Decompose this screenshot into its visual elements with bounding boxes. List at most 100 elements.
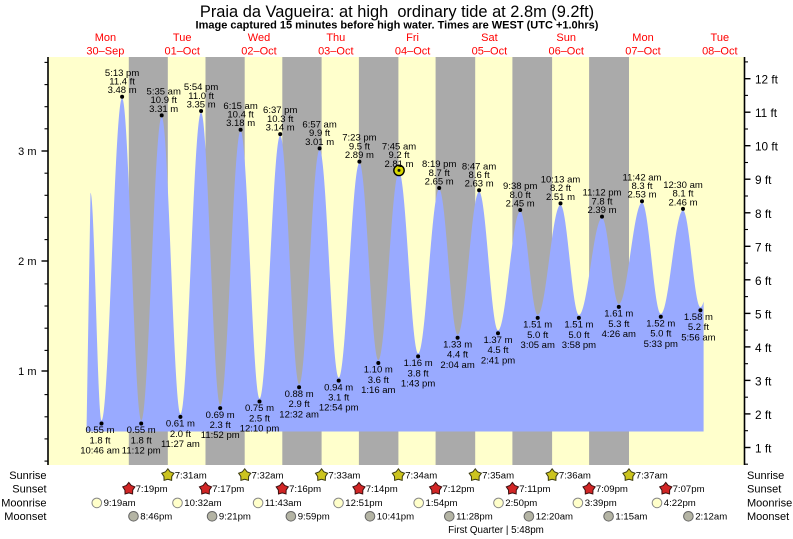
svg-text:11:12 pm: 11:12 pm bbox=[122, 446, 161, 457]
svg-text:08–Oct: 08–Oct bbox=[702, 45, 737, 57]
svg-text:04–Oct: 04–Oct bbox=[395, 45, 430, 57]
svg-text:2.46 m: 2.46 m bbox=[668, 197, 697, 208]
svg-text:5:13 pm: 5:13 pm bbox=[105, 68, 139, 79]
svg-text:2.89 m: 2.89 m bbox=[345, 150, 374, 161]
svg-text:5.0 ft: 5.0 ft bbox=[568, 330, 589, 341]
svg-text:7:32am: 7:32am bbox=[252, 470, 284, 481]
svg-text:7:16pm: 7:16pm bbox=[289, 484, 321, 495]
svg-text:2 m: 2 m bbox=[18, 256, 36, 268]
svg-text:1.51 m: 1.51 m bbox=[523, 320, 552, 331]
svg-text:11.4 ft: 11.4 ft bbox=[109, 77, 135, 88]
svg-text:0.94 m: 0.94 m bbox=[324, 382, 353, 393]
svg-text:3 m: 3 m bbox=[18, 146, 36, 158]
svg-text:8.1 ft: 8.1 ft bbox=[672, 189, 693, 200]
svg-text:9.5 ft: 9.5 ft bbox=[349, 141, 370, 152]
svg-text:5:33 pm: 5:33 pm bbox=[644, 339, 678, 350]
svg-text:9:38 pm: 9:38 pm bbox=[503, 181, 537, 192]
svg-text:2.65 m: 2.65 m bbox=[425, 177, 454, 188]
svg-text:03–Oct: 03–Oct bbox=[318, 45, 353, 57]
svg-text:07–Oct: 07–Oct bbox=[625, 45, 660, 57]
svg-text:0.55 m: 0.55 m bbox=[127, 425, 156, 436]
svg-text:7:33am: 7:33am bbox=[328, 470, 360, 481]
svg-text:1.58 m: 1.58 m bbox=[684, 312, 713, 323]
svg-text:4.4 ft: 4.4 ft bbox=[447, 350, 468, 361]
svg-text:12:54 pm: 12:54 pm bbox=[319, 403, 359, 414]
svg-text:0.55 m: 0.55 m bbox=[85, 425, 114, 436]
svg-text:0.88 m: 0.88 m bbox=[285, 389, 314, 400]
svg-text:7:11pm: 7:11pm bbox=[519, 484, 550, 495]
svg-text:Moonrise: Moonrise bbox=[747, 498, 792, 510]
svg-text:2.63 m: 2.63 m bbox=[465, 179, 494, 190]
svg-text:7:36am: 7:36am bbox=[559, 470, 591, 481]
svg-text:Mon: Mon bbox=[95, 32, 116, 44]
svg-text:2.3 ft: 2.3 ft bbox=[210, 420, 231, 431]
svg-text:8.7 ft: 8.7 ft bbox=[429, 168, 450, 179]
svg-text:10:46 am: 10:46 am bbox=[80, 446, 120, 457]
svg-text:11:52 pm: 11:52 pm bbox=[201, 430, 240, 441]
svg-text:2:04 am: 2:04 am bbox=[440, 360, 474, 371]
svg-text:5 ft: 5 ft bbox=[755, 307, 772, 321]
svg-text:2:50pm: 2:50pm bbox=[505, 498, 537, 509]
svg-text:1:54pm: 1:54pm bbox=[426, 498, 458, 509]
svg-text:Sunset: Sunset bbox=[12, 484, 46, 496]
svg-text:9.2 ft: 9.2 ft bbox=[388, 150, 409, 161]
svg-text:12:10 pm: 12:10 pm bbox=[240, 424, 280, 435]
svg-text:7:37am: 7:37am bbox=[636, 470, 668, 481]
svg-text:9:59pm: 9:59pm bbox=[298, 512, 330, 523]
svg-text:11.0 ft: 11.0 ft bbox=[188, 91, 214, 102]
svg-text:7:09pm: 7:09pm bbox=[596, 484, 628, 495]
svg-text:5.3 ft: 5.3 ft bbox=[608, 319, 629, 330]
svg-text:6:57 am: 6:57 am bbox=[302, 120, 336, 131]
svg-text:0.61 m: 0.61 m bbox=[166, 419, 195, 430]
svg-text:4:22pm: 4:22pm bbox=[664, 498, 696, 509]
svg-text:5.2 ft: 5.2 ft bbox=[688, 322, 709, 333]
svg-text:Praia da Vagueira: at high or: Praia da Vagueira: at high ordinary tide… bbox=[200, 3, 594, 21]
svg-text:Thu: Thu bbox=[326, 32, 345, 44]
svg-text:3:05 am: 3:05 am bbox=[521, 340, 555, 351]
svg-text:2.39 m: 2.39 m bbox=[587, 205, 616, 216]
svg-text:10.4 ft: 10.4 ft bbox=[227, 110, 254, 121]
svg-text:8.0 ft: 8.0 ft bbox=[510, 190, 531, 201]
svg-text:0.75 m: 0.75 m bbox=[245, 403, 274, 414]
svg-text:11:12 pm: 11:12 pm bbox=[583, 188, 622, 199]
svg-text:Sunrise: Sunrise bbox=[9, 470, 46, 482]
svg-text:7:23 pm: 7:23 pm bbox=[342, 133, 376, 144]
svg-text:5.0 ft: 5.0 ft bbox=[650, 329, 671, 340]
svg-text:10:41pm: 10:41pm bbox=[377, 512, 414, 523]
svg-text:Tue: Tue bbox=[711, 32, 730, 44]
svg-text:7:07pm: 7:07pm bbox=[673, 484, 705, 495]
svg-text:2.5 ft: 2.5 ft bbox=[249, 413, 270, 424]
svg-text:1.10 m: 1.10 m bbox=[364, 365, 393, 376]
svg-text:6:37 pm: 6:37 pm bbox=[263, 105, 297, 116]
svg-text:9 ft: 9 ft bbox=[755, 173, 772, 187]
svg-text:7 ft: 7 ft bbox=[755, 240, 772, 254]
svg-text:1 ft: 1 ft bbox=[755, 442, 772, 456]
svg-text:Sunset: Sunset bbox=[747, 484, 781, 496]
svg-text:Sunrise: Sunrise bbox=[747, 470, 784, 482]
svg-text:7:35am: 7:35am bbox=[482, 470, 514, 481]
svg-text:3:58 pm: 3:58 pm bbox=[562, 340, 596, 351]
svg-text:05–Oct: 05–Oct bbox=[472, 45, 507, 57]
svg-text:3.48 m: 3.48 m bbox=[108, 85, 137, 96]
svg-text:Image captured 15 minutes befo: Image captured 15 minutes before high wa… bbox=[196, 20, 599, 32]
svg-text:8:19 pm: 8:19 pm bbox=[422, 159, 456, 170]
svg-text:6:15 am: 6:15 am bbox=[223, 101, 257, 112]
svg-text:Wed: Wed bbox=[248, 32, 270, 44]
svg-text:2 ft: 2 ft bbox=[755, 408, 772, 422]
svg-text:3.01 m: 3.01 m bbox=[305, 137, 334, 148]
svg-text:2.51 m: 2.51 m bbox=[546, 192, 575, 203]
svg-text:2.45 m: 2.45 m bbox=[506, 199, 535, 210]
svg-text:Sun: Sun bbox=[556, 32, 576, 44]
svg-text:5.0 ft: 5.0 ft bbox=[527, 330, 548, 341]
svg-text:7:34am: 7:34am bbox=[405, 470, 437, 481]
svg-text:7:19pm: 7:19pm bbox=[136, 484, 168, 495]
svg-text:12:32 am: 12:32 am bbox=[279, 409, 319, 420]
svg-text:3 ft: 3 ft bbox=[755, 374, 772, 388]
svg-text:7:45 am: 7:45 am bbox=[382, 142, 416, 153]
svg-text:10.3 ft: 10.3 ft bbox=[267, 114, 294, 125]
svg-text:1.37 m: 1.37 m bbox=[483, 335, 512, 346]
svg-text:8.2 ft: 8.2 ft bbox=[550, 183, 571, 194]
svg-text:10:32am: 10:32am bbox=[184, 498, 221, 509]
svg-text:8:47 am: 8:47 am bbox=[462, 161, 496, 172]
svg-text:12:30 am: 12:30 am bbox=[663, 180, 703, 191]
